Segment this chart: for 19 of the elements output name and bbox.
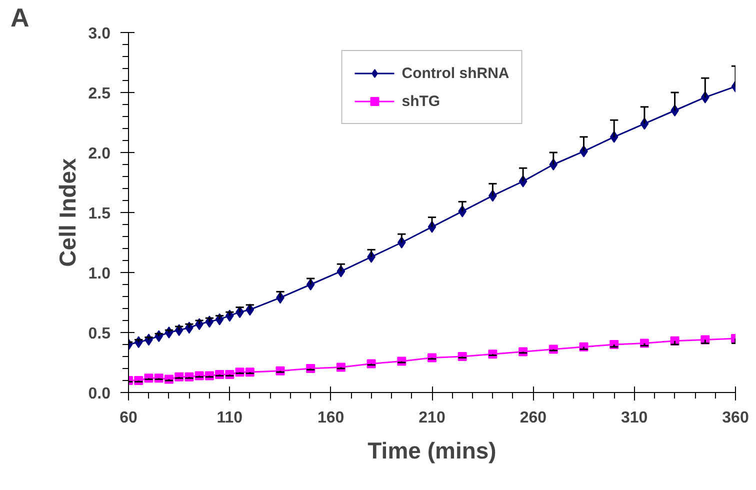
y-tick-label: 0.5 <box>88 326 111 342</box>
chart-title: A <box>10 2 30 32</box>
y-tick-label: 1.5 <box>88 206 111 222</box>
x-tick-label: 260 <box>520 410 547 426</box>
x-tick-label: 360 <box>722 410 749 426</box>
legend-label: Control shRNA <box>402 64 510 82</box>
x-tick-label: 60 <box>120 410 138 426</box>
x-tick-label: 310 <box>620 410 648 426</box>
legend-label: shTG <box>402 92 440 110</box>
y-tick-label: 2.0 <box>88 146 111 162</box>
x-tick-label: 210 <box>418 410 446 426</box>
y-tick-label: 0.0 <box>88 386 111 402</box>
y-axis-title: Cell Index <box>54 158 80 267</box>
x-tick-label: 160 <box>317 410 344 426</box>
y-tick-label: 1.0 <box>88 266 111 282</box>
x-axis-title: Time (mins) <box>368 438 496 464</box>
x-tick-label: 110 <box>216 410 243 426</box>
y-tick-label: 2.5 <box>88 86 111 102</box>
y-tick-label: 3.0 <box>88 26 111 42</box>
